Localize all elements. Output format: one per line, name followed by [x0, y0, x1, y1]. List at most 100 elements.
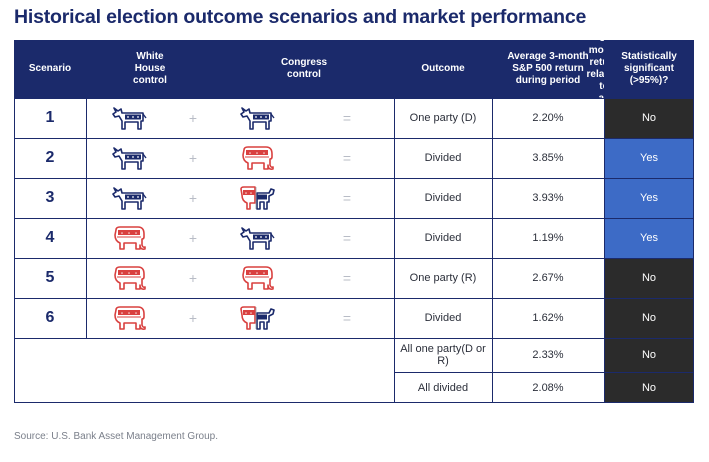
scenario-table: Scenario White House control Congress control… [14, 21, 694, 403]
white-house-cell [86, 178, 172, 218]
source-note: Source: U.S. Bank Asset Management Group… [14, 431, 218, 442]
summary-avg-return-cell: 2.08% [532, 381, 564, 394]
white-house-cell [86, 98, 172, 138]
scenario-number: 5 [45, 269, 55, 286]
avg-return-cell: 1.62% [532, 312, 564, 324]
outcome-cell: One party (D) [394, 98, 492, 138]
header-congress: Congress control [214, 40, 394, 98]
text-line: Congress [280, 57, 328, 68]
elephant-icon [238, 145, 276, 171]
summary-significance-cell: No [604, 372, 694, 403]
grid-line [14, 178, 694, 179]
outcome-cell: Divided [394, 218, 492, 258]
text-line: Divided [424, 232, 462, 244]
congress-cell [214, 98, 300, 138]
text-line: Average 3-month [507, 51, 589, 62]
elephant-icon [238, 265, 276, 291]
outcome-cell: One party (R) [394, 258, 492, 298]
grid-line [14, 338, 694, 339]
white-house-cell [86, 258, 172, 298]
text-line: control [287, 69, 321, 80]
grid-line [14, 402, 694, 403]
header-avg-return: Average 3-month S&P 500 return during peri… [492, 40, 604, 98]
scenario-number: 2 [45, 149, 55, 166]
equals-sign: = [342, 150, 352, 166]
text-line: S&P 500 return [512, 63, 584, 74]
header-significant: Statistically significant (>95%)? [604, 40, 694, 98]
text-line: significant [623, 63, 674, 74]
significance-cell: Yes [604, 178, 694, 218]
grid-line [14, 218, 694, 219]
equals-sign: = [342, 110, 352, 126]
split-icon [238, 305, 276, 331]
grid-line [14, 40, 15, 403]
text-line: during period [515, 75, 581, 86]
equals-sign: = [342, 270, 352, 286]
summary-outcome-cell: All divided [394, 372, 492, 403]
avg-return-cell: 3.93% [532, 192, 564, 204]
plus-sign: + [188, 190, 198, 206]
summary-significance-cell: No [604, 338, 694, 372]
equals-sign: = [342, 230, 352, 246]
elephant-icon [110, 305, 148, 331]
outcome-cell: Divided [394, 298, 492, 338]
donkey-icon [238, 105, 276, 131]
scenario-number: 3 [45, 189, 55, 206]
avg-return-cell: 3.85% [532, 152, 564, 164]
white-house-cell [86, 138, 172, 178]
congress-cell [214, 298, 300, 338]
plus-sign: + [188, 270, 198, 286]
text-line: (>95%)? [629, 75, 669, 86]
grid-line [86, 40, 87, 338]
text-line: One party (D) [409, 112, 477, 124]
avg-return-cell: 2.20% [532, 112, 564, 124]
congress-cell [214, 178, 300, 218]
text-line: Divided [424, 192, 462, 204]
elephant-icon [110, 225, 148, 251]
header-white-house: White House control [86, 40, 214, 98]
equals-sign: = [342, 190, 352, 206]
plus-sign: + [188, 150, 198, 166]
elephant-icon [110, 265, 148, 291]
text-line: House [134, 63, 166, 74]
donkey-icon [110, 105, 148, 131]
text-line: control [133, 75, 167, 86]
avg-return-cell: 1.19% [532, 232, 564, 244]
text-line: (D or R) [437, 343, 486, 367]
grid-line [492, 40, 493, 403]
text-line: Divided [424, 152, 462, 164]
text-line: All divided [417, 381, 469, 394]
grid-line [14, 298, 694, 299]
grid-line [14, 258, 694, 259]
outcome-cell: Divided [394, 178, 492, 218]
donkey-icon [110, 185, 148, 211]
white-house-cell [86, 298, 172, 338]
summary-avg-return-cell: 2.33% [532, 349, 564, 361]
grid-line [14, 138, 694, 139]
equals-sign: = [342, 310, 352, 326]
plus-sign: + [188, 310, 198, 326]
summary-outcome-cell: All one party(D or R) [394, 338, 492, 372]
avg-return-cell: 2.67% [532, 272, 564, 284]
plus-sign: + [188, 110, 198, 126]
significance-cell: Yes [604, 138, 694, 178]
grid-line [604, 40, 605, 403]
scenario-number: 6 [45, 309, 55, 326]
text-line: Statistically [621, 51, 677, 62]
text-line: Divided [424, 312, 462, 324]
split-icon [238, 185, 276, 211]
scenario-number: 1 [45, 109, 55, 126]
outcome-cell: Divided [394, 138, 492, 178]
white-house-cell [86, 218, 172, 258]
significance-cell: No [604, 98, 694, 138]
donkey-icon [238, 225, 276, 251]
grid-line [394, 40, 395, 403]
donkey-icon [110, 145, 148, 171]
plus-sign: + [188, 230, 198, 246]
significance-cell: No [604, 298, 694, 338]
text-line: One party (R) [409, 272, 477, 284]
significance-cell: No [604, 258, 694, 298]
grid-line [394, 372, 694, 373]
congress-cell [214, 258, 300, 298]
header-outcome: Outcome [394, 40, 492, 98]
